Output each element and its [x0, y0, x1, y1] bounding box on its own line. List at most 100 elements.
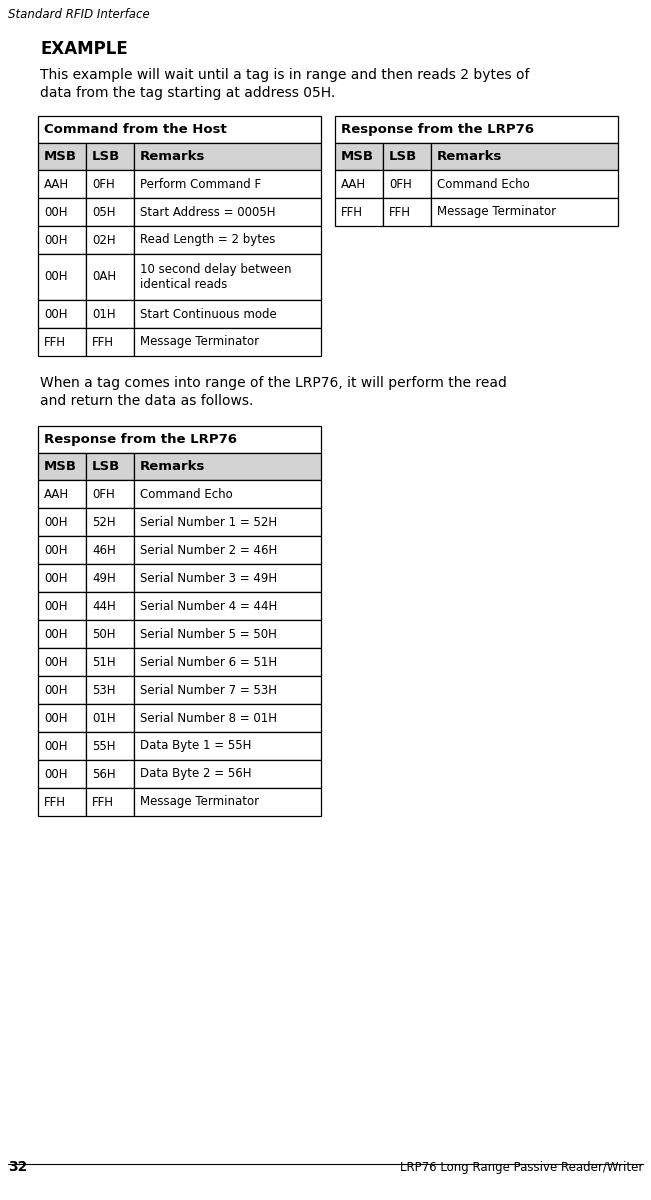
Bar — [38, 788, 86, 816]
Text: 00H: 00H — [44, 571, 68, 584]
Bar — [134, 300, 321, 328]
Text: 56H: 56H — [92, 768, 116, 780]
Text: 00H: 00H — [44, 684, 68, 696]
Text: FFH: FFH — [389, 205, 411, 218]
Bar — [38, 564, 86, 592]
Text: 00H: 00H — [44, 628, 68, 641]
Text: 0FH: 0FH — [92, 487, 115, 500]
Text: 00H: 00H — [44, 739, 68, 752]
Bar — [86, 508, 134, 536]
Text: 00H: 00H — [44, 655, 68, 668]
Text: FFH: FFH — [92, 336, 114, 348]
Bar — [383, 198, 431, 226]
Text: Serial Number 2 = 46H: Serial Number 2 = 46H — [140, 544, 277, 557]
Bar — [86, 452, 134, 480]
Bar — [134, 592, 321, 620]
Bar — [86, 198, 134, 226]
Text: 00H: 00H — [44, 768, 68, 780]
Text: data from the tag starting at address 05H.: data from the tag starting at address 05… — [40, 86, 335, 100]
Bar — [38, 226, 86, 254]
Bar — [335, 170, 383, 198]
Text: 49H: 49H — [92, 571, 116, 584]
Text: and return the data as follows.: and return the data as follows. — [40, 394, 253, 408]
Bar — [38, 426, 321, 452]
Text: 00H: 00H — [44, 600, 68, 612]
Bar — [431, 143, 618, 170]
Bar — [86, 170, 134, 198]
Text: Perform Command F: Perform Command F — [140, 178, 261, 191]
Bar — [38, 170, 86, 198]
Bar — [38, 704, 86, 732]
Bar — [134, 788, 321, 816]
Text: FFH: FFH — [92, 796, 114, 809]
Text: 0FH: 0FH — [389, 178, 411, 191]
Bar — [38, 760, 86, 788]
Bar — [134, 480, 321, 508]
Text: 44H: 44H — [92, 600, 116, 612]
Bar — [86, 536, 134, 564]
Text: LSB: LSB — [92, 150, 120, 163]
Text: Message Terminator: Message Terminator — [140, 796, 259, 809]
Bar — [38, 480, 86, 508]
Text: 52H: 52H — [92, 516, 116, 528]
Text: 00H: 00H — [44, 307, 68, 320]
Bar — [431, 198, 618, 226]
Bar — [86, 620, 134, 648]
Text: Message Terminator: Message Terminator — [140, 336, 259, 348]
Bar — [86, 676, 134, 704]
Bar — [335, 143, 383, 170]
Text: AAH: AAH — [341, 178, 366, 191]
Text: 0AH: 0AH — [92, 270, 116, 283]
Bar — [86, 143, 134, 170]
Bar — [134, 170, 321, 198]
Text: Serial Number 3 = 49H: Serial Number 3 = 49H — [140, 571, 277, 584]
Bar — [38, 620, 86, 648]
Text: 55H: 55H — [92, 739, 115, 752]
Text: 00H: 00H — [44, 712, 68, 725]
Text: EXAMPLE: EXAMPLE — [40, 40, 128, 58]
Text: Read Length = 2 bytes: Read Length = 2 bytes — [140, 234, 275, 246]
Text: Message Terminator: Message Terminator — [437, 205, 556, 218]
Text: Standard RFID Interface: Standard RFID Interface — [8, 8, 150, 20]
Bar — [38, 328, 86, 356]
Text: This example will wait until a tag is in range and then reads 2 bytes of: This example will wait until a tag is in… — [40, 68, 529, 82]
Bar — [86, 564, 134, 592]
Text: 01H: 01H — [92, 307, 116, 320]
Text: 05H: 05H — [92, 205, 115, 218]
Bar — [86, 300, 134, 328]
Bar — [134, 328, 321, 356]
Bar — [86, 732, 134, 760]
Bar — [383, 170, 431, 198]
Bar — [86, 254, 134, 300]
Bar — [134, 676, 321, 704]
Bar — [86, 480, 134, 508]
Text: Remarks: Remarks — [437, 150, 503, 163]
Bar — [431, 170, 618, 198]
Bar — [38, 143, 86, 170]
Text: MSB: MSB — [44, 150, 77, 163]
Text: 00H: 00H — [44, 234, 68, 246]
Bar — [335, 198, 383, 226]
Text: Serial Number 5 = 50H: Serial Number 5 = 50H — [140, 628, 277, 641]
Text: MSB: MSB — [341, 150, 374, 163]
Text: Serial Number 1 = 52H: Serial Number 1 = 52H — [140, 516, 277, 528]
Text: 00H: 00H — [44, 544, 68, 557]
Text: Remarks: Remarks — [140, 150, 205, 163]
Bar — [134, 732, 321, 760]
Text: AAH: AAH — [44, 178, 69, 191]
Bar — [38, 198, 86, 226]
Bar — [134, 704, 321, 732]
Bar — [86, 592, 134, 620]
Bar — [38, 508, 86, 536]
Text: Serial Number 8 = 01H: Serial Number 8 = 01H — [140, 712, 277, 725]
Bar — [38, 254, 86, 300]
Text: Start Address = 0005H: Start Address = 0005H — [140, 205, 275, 218]
Text: 00H: 00H — [44, 270, 68, 283]
Text: 46H: 46H — [92, 544, 116, 557]
Text: Remarks: Remarks — [140, 460, 205, 473]
Bar — [38, 452, 86, 480]
Text: MSB: MSB — [44, 460, 77, 473]
Bar — [134, 564, 321, 592]
Bar — [86, 328, 134, 356]
Bar — [134, 226, 321, 254]
